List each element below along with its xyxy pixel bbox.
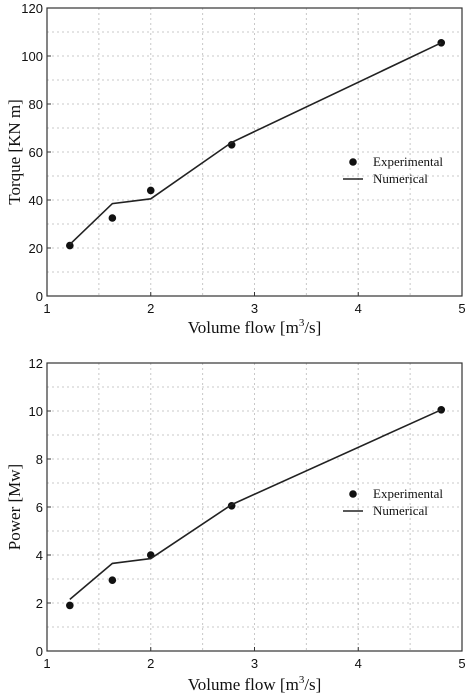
x-tick-label: 1 (43, 301, 50, 316)
y-tick-label: 8 (36, 452, 43, 467)
experimental-data-point (108, 214, 117, 222)
x-axis-label: Volume flow [m3/s] (188, 674, 322, 694)
y-tick-label: 4 (36, 548, 43, 563)
experimental-data-point (66, 241, 74, 250)
numerical-series-line (69, 42, 442, 245)
y-axis-label: Torque [KN m] (5, 99, 24, 205)
x-tick-label: 2 (147, 656, 154, 671)
y-tick-label: 80 (29, 97, 43, 112)
x-tick-label: 4 (355, 656, 362, 671)
y-tick-label: 0 (36, 289, 43, 304)
y-axis-label: Power [Mw] (5, 464, 24, 550)
y-tick-label: 2 (36, 596, 43, 611)
y-tick-label: 12 (29, 356, 43, 371)
y-tick-label: 10 (29, 404, 43, 419)
y-tick-label: 0 (36, 644, 43, 659)
legend-swatch-experimental (349, 158, 357, 166)
experimental-data-point (66, 601, 74, 610)
x-tick-label: 5 (458, 656, 465, 671)
legend-label: Experimental (373, 154, 443, 169)
x-tick-label: 3 (251, 656, 258, 671)
y-tick-label: 60 (29, 145, 43, 160)
plot-frame (46, 7, 463, 297)
y-tick-label: 120 (21, 1, 43, 16)
y-tick-label: 20 (29, 241, 43, 256)
y-tick-label: 40 (29, 193, 43, 208)
legend-swatch-experimental (349, 490, 357, 498)
legend-label: Experimental (373, 486, 443, 501)
legend-label: Numerical (373, 171, 428, 186)
torque-chart: 1 2 3 4 5 0 20 40 60 80 100 120 Volume flow [m3/s] To… (5, 1, 466, 337)
experimental-data-point (108, 576, 117, 584)
x-tick-label: 2 (147, 301, 154, 316)
numerical-series-line (69, 409, 442, 601)
x-tick-label: 4 (355, 301, 362, 316)
x-axis-label: Volume flow [m3/s] (188, 317, 322, 337)
x-tick-label: 1 (43, 656, 50, 671)
legend-label: Numerical (373, 503, 428, 518)
y-tick-label: 6 (36, 500, 43, 515)
y-tick-label: 100 (21, 49, 43, 64)
x-tick-label: 5 (458, 301, 465, 316)
x-tick-label: 3 (251, 301, 258, 316)
experimental-data-point (146, 186, 155, 195)
